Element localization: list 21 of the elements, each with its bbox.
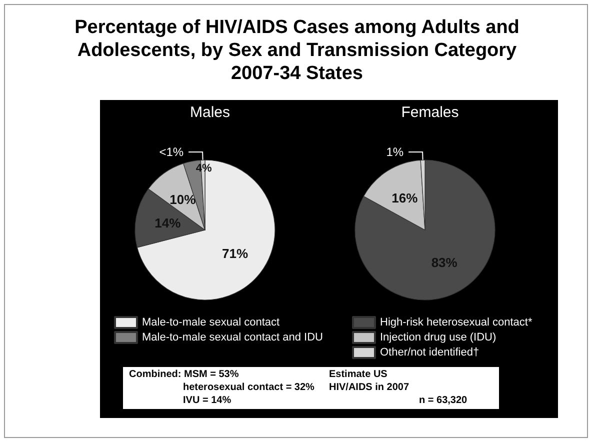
legend-label: Male-to-male sexual contact xyxy=(142,316,280,328)
data-label: 14% xyxy=(154,215,182,230)
data-label: 10% xyxy=(170,192,196,207)
slice-label: Males xyxy=(190,104,230,121)
data-label: 16% xyxy=(392,190,418,206)
text: Estimate US xyxy=(329,368,388,381)
chart-title: Percentage of HIV/AIDS Cases among Adults and Adolescents, by Sex and Transmission Category 2007-34 States xyxy=(74,16,520,85)
legend-label: Other/not identified† xyxy=(380,346,480,358)
text: HIV/AIDS in 2007 xyxy=(329,381,410,394)
data-label: 1% xyxy=(386,145,404,160)
legend-label: Injection drug use (IDU) xyxy=(380,332,496,344)
text: n = 63,320 xyxy=(418,394,468,407)
data-label: 83% xyxy=(431,255,458,270)
text: IVU = 14% xyxy=(182,394,232,407)
text: Combined: MSM = 53% xyxy=(129,368,240,381)
slice-label: Females xyxy=(401,104,459,121)
data-label: <1% xyxy=(159,145,184,160)
legend-label: Male-to-male sexual contact and IDU xyxy=(142,332,324,344)
text: heterosexual contact = 32% xyxy=(182,381,316,394)
legend-label: High-risk heterosexual contact* xyxy=(380,316,533,328)
data-label: 71% xyxy=(222,246,248,261)
